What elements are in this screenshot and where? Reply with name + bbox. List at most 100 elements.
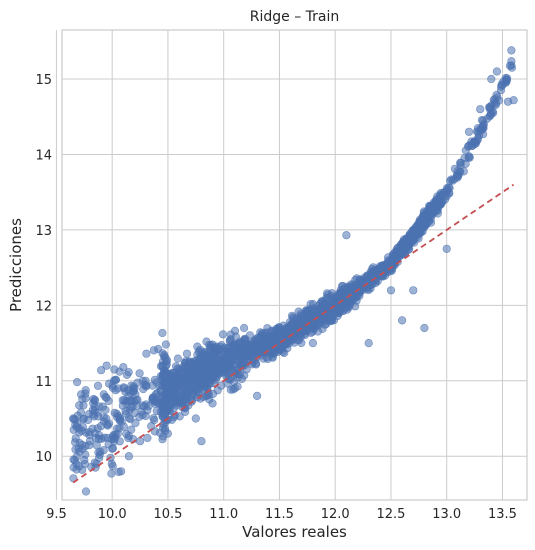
data-point xyxy=(364,339,373,348)
x-tick-label: 10.5 xyxy=(153,507,182,522)
data-point xyxy=(308,339,318,348)
data-point xyxy=(110,365,119,374)
data-point xyxy=(195,365,204,374)
data-point xyxy=(78,465,87,475)
data-point xyxy=(422,211,431,220)
data-point xyxy=(189,390,198,400)
data-point xyxy=(351,302,360,311)
data-point xyxy=(487,109,496,118)
data-point xyxy=(386,286,396,295)
x-tick-label: 10.0 xyxy=(98,507,127,522)
data-point xyxy=(219,346,228,355)
data-point xyxy=(158,328,167,338)
reference-line xyxy=(72,183,515,484)
data-point xyxy=(197,437,206,446)
data-point xyxy=(464,142,473,151)
data-point xyxy=(400,243,409,252)
data-point xyxy=(143,433,152,443)
data-point xyxy=(161,340,170,349)
data-point xyxy=(306,318,316,327)
data-point xyxy=(175,391,184,401)
data-point xyxy=(93,381,103,390)
data-point xyxy=(101,392,110,402)
data-point xyxy=(505,61,515,70)
data-point xyxy=(94,448,103,457)
data-point xyxy=(121,406,130,416)
data-point xyxy=(141,376,150,385)
x-axis-ticks: 9.5 10.0 10.5 11.0 11.5 12.0 12.5 13.0 13.5 xyxy=(46,507,517,522)
data-point xyxy=(237,374,246,384)
data-point xyxy=(230,326,240,336)
data-point xyxy=(253,391,262,401)
x-axis-label: Valores reales xyxy=(242,523,347,541)
data-point xyxy=(442,244,451,253)
data-point xyxy=(159,400,168,409)
data-point xyxy=(464,127,474,136)
data-point xyxy=(228,349,238,358)
data-point xyxy=(108,444,117,453)
data-point xyxy=(200,348,209,357)
data-point xyxy=(273,332,282,342)
data-point xyxy=(158,361,167,370)
data-point xyxy=(262,328,271,337)
data-point xyxy=(398,316,407,325)
data-point xyxy=(471,139,481,148)
data-point xyxy=(124,391,133,400)
data-point xyxy=(251,348,260,357)
reference-line-layer xyxy=(72,183,515,484)
x-tick-label: 11.0 xyxy=(209,507,238,522)
data-point xyxy=(76,390,86,399)
data-point xyxy=(460,154,469,163)
data-point xyxy=(108,381,117,390)
data-point xyxy=(160,350,169,360)
data-point xyxy=(173,354,182,363)
data-point xyxy=(476,105,485,114)
data-point xyxy=(119,384,129,393)
data-point xyxy=(166,397,175,406)
y-tick-label: 11 xyxy=(35,375,52,390)
data-point xyxy=(110,408,119,418)
data-point xyxy=(80,455,89,465)
data-point xyxy=(159,369,168,379)
data-point xyxy=(76,408,86,417)
data-point xyxy=(432,200,442,209)
data-point xyxy=(314,305,323,314)
data-point xyxy=(501,73,510,83)
data-point xyxy=(83,415,93,425)
data-point xyxy=(202,363,211,372)
data-point xyxy=(193,375,202,384)
data-point xyxy=(303,306,312,315)
data-point xyxy=(284,325,293,335)
data-point xyxy=(230,384,239,393)
data-point xyxy=(328,294,337,303)
data-point xyxy=(181,372,190,382)
plot-frame xyxy=(61,29,528,501)
x-tick-label: 11.5 xyxy=(265,507,294,522)
data-point xyxy=(107,469,116,478)
data-point xyxy=(425,203,435,212)
data-point xyxy=(132,401,141,410)
data-point xyxy=(93,412,103,421)
data-point xyxy=(69,414,78,423)
data-point xyxy=(339,306,348,315)
data-point xyxy=(203,375,212,384)
grid xyxy=(55,30,527,500)
data-point xyxy=(453,172,463,181)
data-point xyxy=(409,286,418,295)
data-point xyxy=(124,452,133,461)
data-point xyxy=(182,398,191,407)
x-tick-label: 13.5 xyxy=(488,507,517,522)
data-point xyxy=(347,285,357,294)
data-point xyxy=(136,437,145,446)
data-point xyxy=(391,252,400,261)
data-point xyxy=(218,330,228,339)
data-point xyxy=(342,231,351,240)
data-point xyxy=(409,231,418,240)
data-point xyxy=(100,433,109,442)
data-point xyxy=(149,346,158,355)
data-point xyxy=(124,368,133,377)
data-point xyxy=(507,46,516,55)
data-point xyxy=(152,406,161,416)
data-point xyxy=(262,337,271,346)
data-point xyxy=(420,323,429,333)
